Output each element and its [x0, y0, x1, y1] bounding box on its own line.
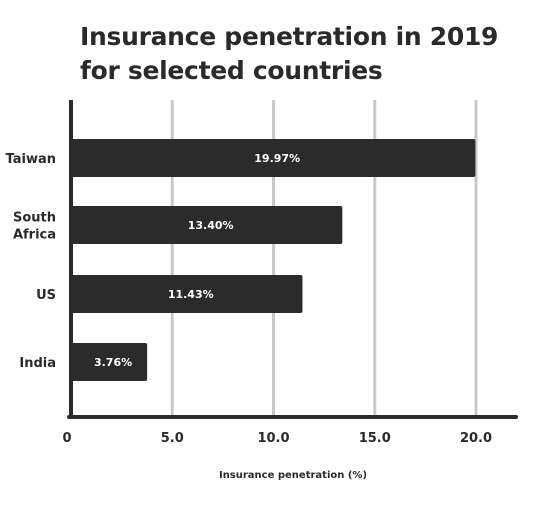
bar-taiwan	[71, 139, 476, 177]
category-label-south-africa: South Africa	[13, 211, 56, 243]
data-label-taiwan: 19.97%	[254, 152, 300, 165]
x-axis-title: Insurance penetration (%)	[219, 470, 367, 481]
data-label-us: 11.43%	[168, 288, 214, 301]
data-label-south-africa: 13.40%	[188, 219, 234, 232]
category-label-india: India	[19, 356, 56, 371]
x-tick-label-0: 0	[62, 431, 71, 446]
chart-title: Insurance penetration in 2019 for select…	[80, 20, 498, 88]
category-label-us: US	[36, 288, 56, 303]
data-label-india: 3.76%	[94, 356, 132, 369]
x-tick-label-2: 10.0	[257, 431, 289, 446]
chart-title-line-1: Insurance penetration in 2019	[80, 22, 499, 51]
bar-india	[71, 343, 148, 381]
x-tick-label-3: 15.0	[359, 431, 391, 446]
bar-south-africa	[71, 206, 343, 244]
bar-us	[71, 275, 303, 313]
chart-title-line-2: for selected countries	[80, 56, 383, 85]
x-tick-label-1: 5.0	[161, 431, 184, 446]
category-label-taiwan: Taiwan	[6, 152, 56, 167]
x-tick-label-4: 20.0	[460, 431, 492, 446]
